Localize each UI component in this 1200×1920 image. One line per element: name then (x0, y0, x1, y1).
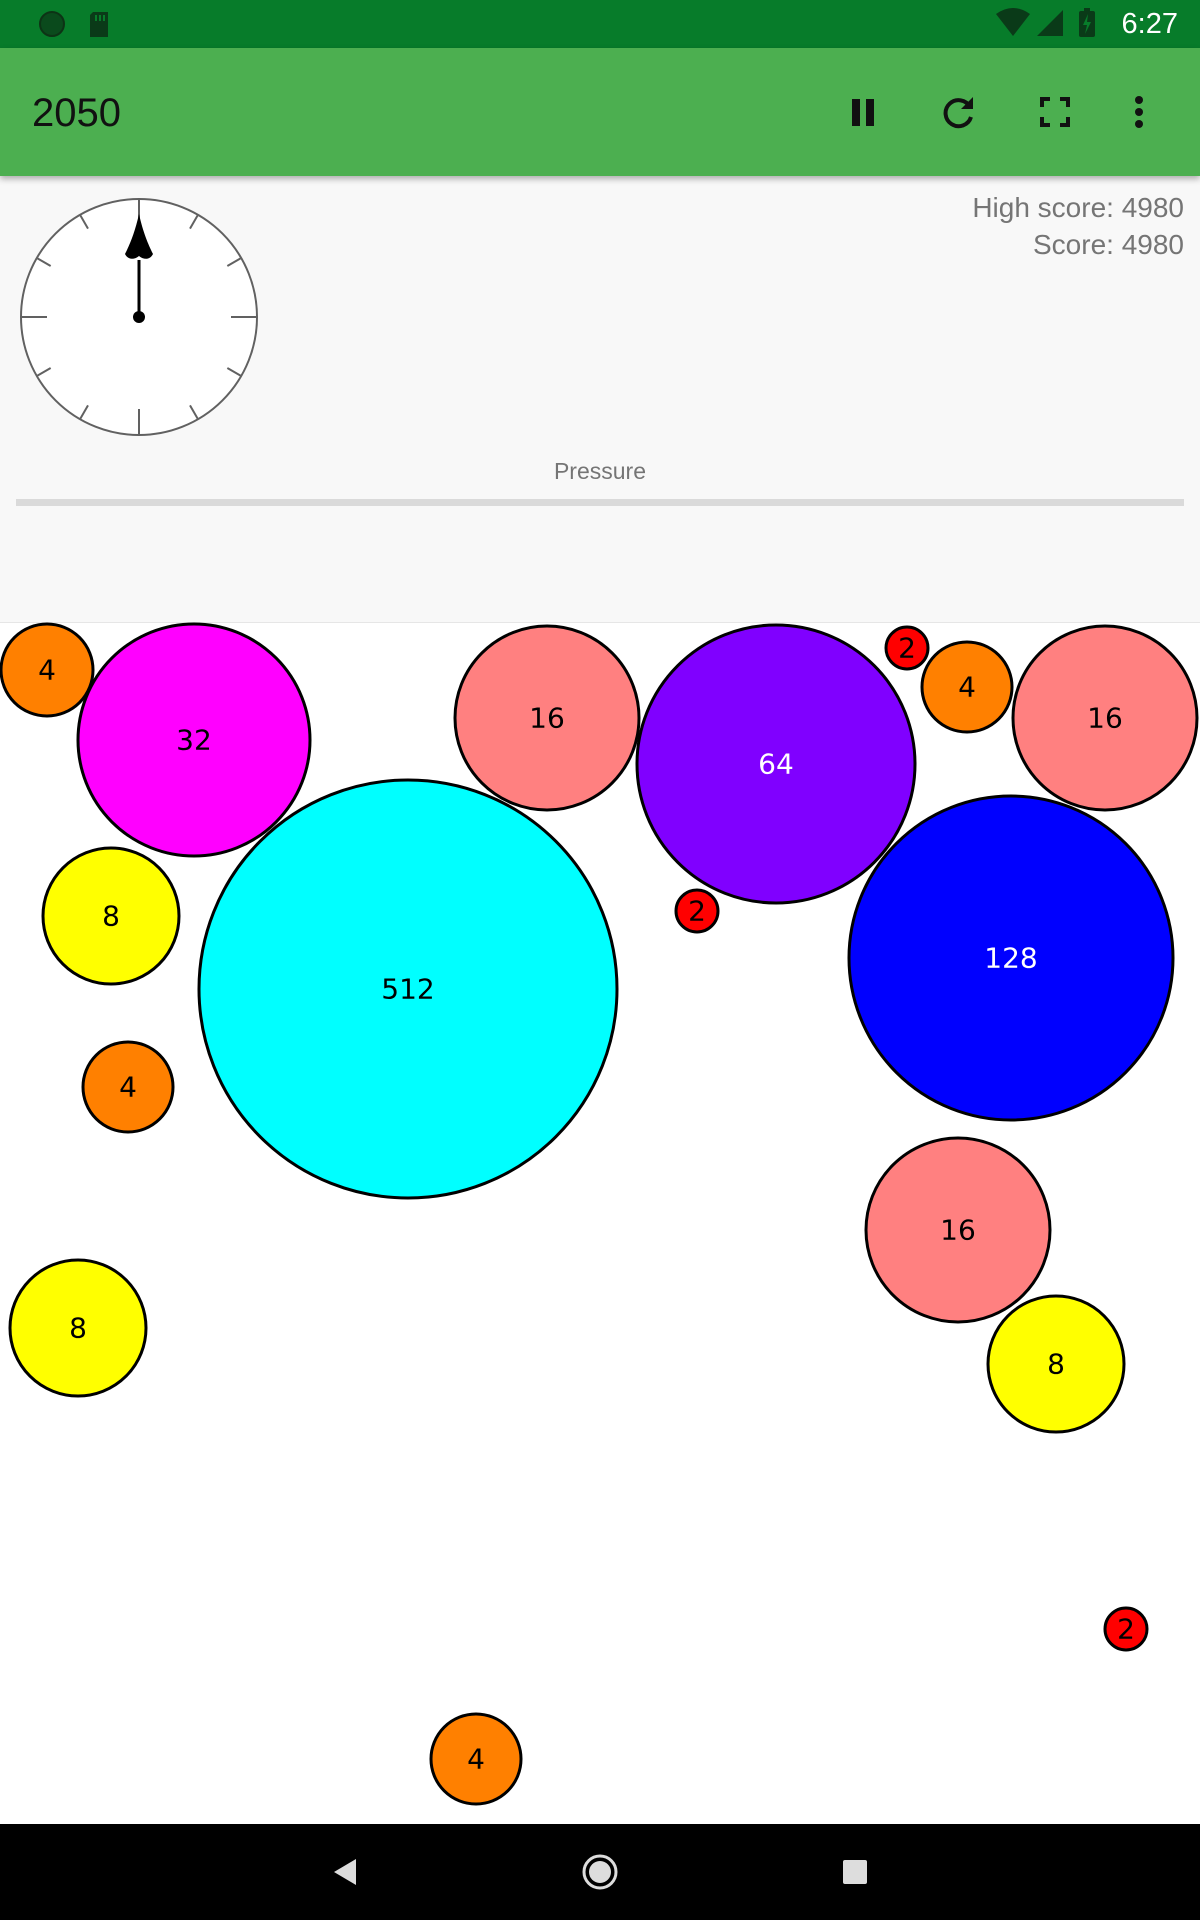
ball-64: 64 (635, 623, 917, 905)
sd-card-icon (90, 12, 108, 37)
restart-button[interactable] (923, 76, 995, 148)
ball-128: 128 (847, 794, 1175, 1122)
ball-16: 16 (864, 1136, 1052, 1324)
gauge-tick (79, 214, 89, 230)
restart-icon (943, 97, 973, 129)
ball-value: 128 (984, 942, 1037, 975)
ball-8: 8 (986, 1294, 1126, 1434)
gauge-tick (36, 257, 52, 267)
ball-value: 4 (467, 1743, 485, 1776)
wifi-icon (996, 8, 1030, 36)
home-icon[interactable] (576, 1848, 624, 1896)
ball-circle (429, 1712, 523, 1806)
pause-icon (852, 99, 874, 126)
ball-circle (884, 625, 930, 671)
ball-circle (1103, 1606, 1149, 1652)
ball-circle (8, 1258, 148, 1398)
navigation-bar (0, 1824, 1200, 1920)
pause-button[interactable] (827, 76, 899, 148)
ball-value: 64 (758, 748, 794, 781)
ball-circle (635, 623, 917, 905)
ball-value: 2 (1117, 1613, 1135, 1646)
ball-circle (453, 624, 641, 812)
info-panel: High score: 4980 Score: 4980 Pressure (0, 176, 1200, 623)
ball-circle (41, 846, 181, 986)
ball-value: 32 (176, 724, 212, 757)
ball-4: 4 (920, 640, 1014, 734)
gauge-tick (79, 404, 89, 420)
app-toolbar: 2050 (0, 48, 1200, 176)
ball-circle (197, 778, 619, 1200)
gauge-tick (226, 367, 242, 377)
ball-2: 2 (674, 888, 720, 934)
app-title: 2050 (32, 91, 121, 135)
fullscreen-button[interactable] (1019, 76, 1091, 148)
ball-value: 16 (940, 1214, 976, 1247)
ball-16: 16 (453, 624, 641, 812)
ball-512: 512 (197, 778, 619, 1200)
back-icon[interactable] (321, 1848, 369, 1896)
ball-2: 2 (1103, 1606, 1149, 1652)
cell-signal-icon (1037, 10, 1063, 36)
recents-icon[interactable] (831, 1848, 879, 1896)
gauge-needle (125, 214, 153, 323)
ball-4: 4 (429, 1712, 523, 1806)
ball-16: 16 (1011, 624, 1199, 812)
notification-dot-icon (39, 11, 65, 37)
ball-2: 2 (884, 625, 930, 671)
ball-4: 4 (81, 1040, 175, 1134)
more-options-button[interactable] (1103, 76, 1175, 148)
ball-circle (674, 888, 720, 934)
ball-circle (847, 794, 1175, 1122)
ball-4: 4 (0, 622, 95, 718)
ball-value: 4 (119, 1071, 137, 1104)
status-time: 6:27 (1121, 8, 1178, 40)
gauge-tick (36, 367, 52, 377)
game-board[interactable]: 4 32 16 64 2 4 16 8 512 2 128 4 16 8 8 2 4 (0, 622, 1200, 1824)
more-vert-icon (1135, 96, 1143, 128)
ball-circle (1011, 624, 1199, 812)
ball-value: 16 (529, 702, 565, 735)
ball-circle (76, 622, 312, 858)
ball-circle (0, 622, 95, 718)
ball-circle (864, 1136, 1052, 1324)
battery-charging-icon (1079, 8, 1095, 37)
gauge (20, 198, 258, 436)
ball-value: 2 (688, 895, 706, 928)
high-score-text: High score: 4980 (972, 192, 1184, 223)
ball-value: 4 (38, 654, 56, 687)
ball-value: 4 (958, 671, 976, 704)
score-text: Score: 4980 (1033, 229, 1184, 260)
gauge-tick (189, 214, 199, 230)
ball-circle (81, 1040, 175, 1134)
pressure-label: Pressure (553, 458, 647, 484)
ball-value: 8 (69, 1312, 87, 1345)
gauge-tick (226, 257, 242, 267)
ball-value: 2 (898, 632, 916, 665)
ball-8: 8 (41, 846, 181, 986)
ball-value: 16 (1087, 702, 1123, 735)
ball-circle (920, 640, 1014, 734)
ball-32: 32 (76, 622, 312, 858)
fullscreen-icon (1040, 97, 1070, 127)
status-bar: 6:27 (0, 0, 1200, 48)
ball-8: 8 (8, 1258, 148, 1398)
pressure-bar (16, 499, 1184, 506)
ball-value: 8 (1047, 1348, 1065, 1381)
ball-value: 8 (102, 900, 120, 933)
ball-circle (986, 1294, 1126, 1434)
gauge-tick (189, 404, 199, 420)
ball-value: 512 (381, 973, 434, 1006)
